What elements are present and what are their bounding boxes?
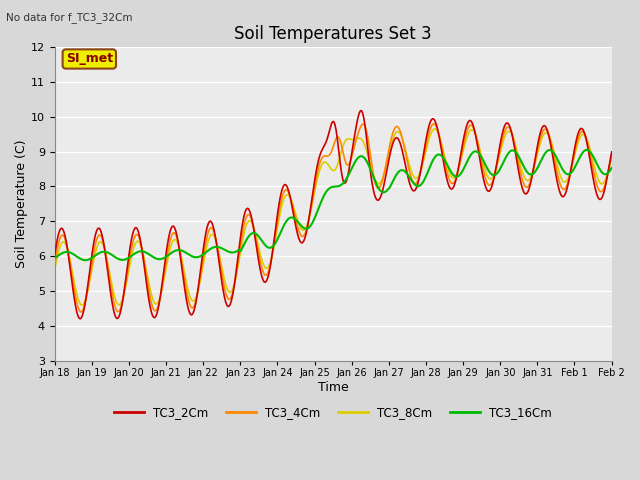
TC3_2Cm xyxy=(51,253,58,259)
TC3_8Cm xyxy=(390,133,398,139)
TC3_4Cm xyxy=(430,121,438,127)
X-axis label: Time: Time xyxy=(317,381,349,394)
TC3_16Cm xyxy=(558,165,566,170)
TC3_8Cm xyxy=(77,302,85,308)
Title: Soil Temperatures Set 3: Soil Temperatures Set 3 xyxy=(234,24,432,43)
TC3_16Cm xyxy=(364,160,371,166)
TC3_4Cm xyxy=(608,153,616,158)
TC3_8Cm xyxy=(225,289,233,295)
TC3_2Cm xyxy=(463,124,470,130)
TC3_16Cm xyxy=(287,215,294,220)
TC3_8Cm xyxy=(51,267,58,273)
TC3_8Cm xyxy=(559,178,566,184)
TC3_4Cm xyxy=(225,297,233,302)
TC3_2Cm xyxy=(356,108,364,114)
TC3_16Cm xyxy=(461,163,469,169)
TC3_16Cm xyxy=(584,147,591,153)
TC3_2Cm xyxy=(608,149,616,155)
Text: No data for f_TC3_32Cm: No data for f_TC3_32Cm xyxy=(6,12,133,23)
TC3_2Cm xyxy=(287,197,294,203)
TC3_16Cm xyxy=(81,257,89,263)
TC3_16Cm xyxy=(225,249,233,255)
TC3_4Cm xyxy=(559,186,566,192)
Legend: TC3_2Cm, TC3_4Cm, TC3_8Cm, TC3_16Cm: TC3_2Cm, TC3_4Cm, TC3_8Cm, TC3_16Cm xyxy=(109,401,557,424)
TC3_2Cm xyxy=(76,316,84,322)
TC3_4Cm xyxy=(51,261,58,267)
TC3_8Cm xyxy=(287,196,294,202)
Text: SI_met: SI_met xyxy=(66,52,113,65)
TC3_16Cm xyxy=(51,255,58,261)
TC3_4Cm xyxy=(287,195,294,201)
TC3_8Cm xyxy=(431,126,438,132)
Line: TC3_16Cm: TC3_16Cm xyxy=(54,150,612,260)
TC3_16Cm xyxy=(390,176,398,181)
TC3_4Cm xyxy=(390,126,398,132)
TC3_2Cm xyxy=(392,135,399,141)
TC3_4Cm xyxy=(364,132,371,138)
TC3_4Cm xyxy=(77,309,85,315)
Y-axis label: Soil Temperature (C): Soil Temperature (C) xyxy=(15,140,28,268)
TC3_8Cm xyxy=(463,136,470,142)
TC3_16Cm xyxy=(608,165,616,171)
TC3_2Cm xyxy=(225,303,233,309)
TC3_8Cm xyxy=(364,151,371,156)
Line: TC3_4Cm: TC3_4Cm xyxy=(54,124,612,312)
Line: TC3_8Cm: TC3_8Cm xyxy=(54,129,612,305)
TC3_2Cm xyxy=(559,194,566,200)
TC3_4Cm xyxy=(463,131,470,136)
TC3_8Cm xyxy=(608,155,616,160)
TC3_2Cm xyxy=(365,154,372,159)
Line: TC3_2Cm: TC3_2Cm xyxy=(54,111,612,319)
